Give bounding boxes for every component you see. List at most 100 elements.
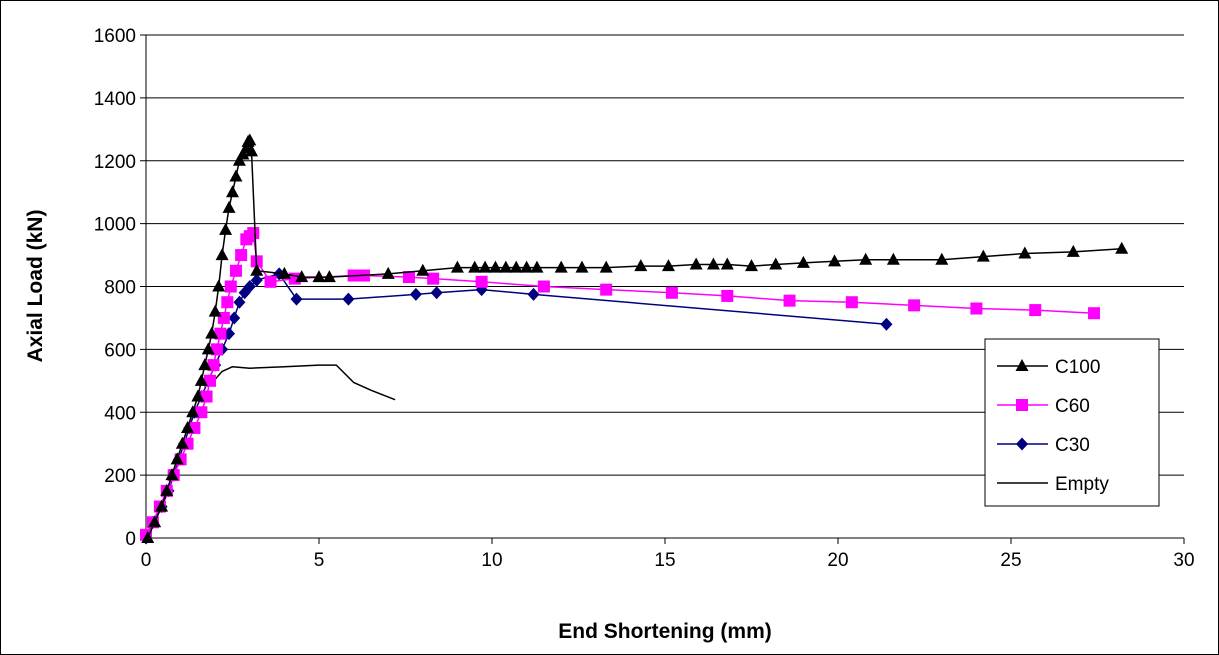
series-empty <box>214 364 396 401</box>
data-point-c100 <box>468 260 482 273</box>
data-point-c100 <box>201 342 215 355</box>
data-point-c100 <box>661 259 675 272</box>
data-point-c100 <box>745 259 758 272</box>
y-tick-label: 1600 <box>94 26 136 47</box>
data-point-c60 <box>264 275 277 288</box>
series-line-empty <box>214 364 396 401</box>
data-point-c100 <box>976 249 990 262</box>
data-point-c100 <box>554 260 568 273</box>
data-point-c100 <box>1066 244 1080 257</box>
data-point-c30 <box>243 280 256 293</box>
data-point-c100 <box>575 260 589 273</box>
grid-layer <box>146 34 1184 476</box>
data-point-c100 <box>245 144 259 157</box>
data-point-c100 <box>295 270 309 283</box>
data-point-c100 <box>222 200 236 213</box>
x-axis-title: End Shortening (mm) <box>558 620 772 643</box>
data-point-c30 <box>880 317 893 331</box>
data-point-c100 <box>886 252 900 265</box>
data-point-c100 <box>198 358 212 371</box>
data-point-c60 <box>1029 304 1042 317</box>
data-point-c100 <box>229 169 243 182</box>
data-point-c100 <box>212 279 226 292</box>
legend-label-c100: C100 <box>1055 357 1100 378</box>
data-point-c100 <box>243 133 257 146</box>
data-point-c100 <box>141 531 155 543</box>
data-point-c100 <box>706 257 720 270</box>
data-point-c60 <box>247 227 260 240</box>
data-point-c100 <box>1115 241 1129 254</box>
legend-marker-c30 <box>1016 437 1028 451</box>
data-point-c60 <box>204 374 217 387</box>
data-point-c100 <box>170 452 184 465</box>
x-tick-label: 5 <box>314 550 325 571</box>
data-point-c60 <box>402 271 415 284</box>
data-point-c30 <box>430 286 443 300</box>
data-point-c100 <box>828 254 842 267</box>
data-point-c100 <box>194 373 208 386</box>
legend-marker-c100 <box>1015 359 1029 371</box>
legend: C100 C60 C30 Empty <box>984 338 1160 507</box>
legend-label-c30: C30 <box>1055 435 1090 456</box>
data-point-c100 <box>208 304 222 317</box>
data-point-c100 <box>689 257 703 270</box>
legend-entry-c100: C100 <box>997 357 1100 378</box>
data-point-c60 <box>195 406 208 419</box>
data-point-c100 <box>160 483 174 496</box>
data-point-c100 <box>796 255 810 268</box>
data-point-c100 <box>322 270 336 283</box>
data-point-c30 <box>250 273 263 287</box>
data-point-c100 <box>599 260 613 273</box>
data-point-c100 <box>381 266 395 279</box>
data-point-c100 <box>250 263 264 276</box>
data-point-c60 <box>970 302 983 315</box>
data-point-c60 <box>665 286 678 299</box>
legend-entry-c30: C30 <box>997 435 1090 456</box>
data-point-c100 <box>205 326 219 339</box>
x-tick-label: 15 <box>654 550 675 571</box>
data-point-c30 <box>409 287 422 301</box>
data-point-c60 <box>721 289 734 302</box>
data-point-c30 <box>228 311 241 325</box>
data-point-c100 <box>148 515 162 528</box>
data-point-c100 <box>232 153 246 166</box>
data-point-c100 <box>191 389 205 402</box>
data-point-c30 <box>290 292 303 306</box>
y-tick-label: 1400 <box>94 89 136 110</box>
x-tick-label: 25 <box>1000 550 1021 571</box>
y-tick-label: 1000 <box>94 215 136 236</box>
data-point-c100 <box>416 263 430 276</box>
data-point-c100 <box>277 266 291 279</box>
y-tick-label: 800 <box>104 278 136 299</box>
data-point-c100 <box>219 222 233 235</box>
data-point-c100 <box>186 405 200 418</box>
data-point-c60 <box>783 294 796 307</box>
data-point-c100 <box>530 260 544 273</box>
data-point-c30 <box>342 292 355 306</box>
y-tick-label: 1200 <box>94 152 136 173</box>
x-tick-label: 0 <box>141 550 152 571</box>
data-point-c60 <box>600 283 613 296</box>
y-tick-label: 600 <box>104 340 136 361</box>
series-layer <box>140 133 1129 545</box>
data-point-c100 <box>720 257 734 270</box>
data-point-c60 <box>200 390 213 403</box>
y-tick-label: 200 <box>104 466 136 487</box>
data-point-c100 <box>236 147 250 160</box>
y-tick-label: 0 <box>125 529 136 550</box>
x-tick-label: 10 <box>481 550 502 571</box>
data-point-c100 <box>499 260 513 273</box>
data-point-c60 <box>537 280 550 293</box>
data-point-c60 <box>224 280 237 293</box>
data-point-c60 <box>475 275 488 288</box>
data-point-c100 <box>450 260 464 273</box>
data-point-c100 <box>215 248 229 261</box>
y-tick-label: 400 <box>104 403 136 424</box>
data-point-c60 <box>1088 307 1101 320</box>
data-point-c60 <box>229 264 242 277</box>
data-point-c60 <box>908 299 921 312</box>
legend-entry-c60: C60 <box>997 396 1090 417</box>
